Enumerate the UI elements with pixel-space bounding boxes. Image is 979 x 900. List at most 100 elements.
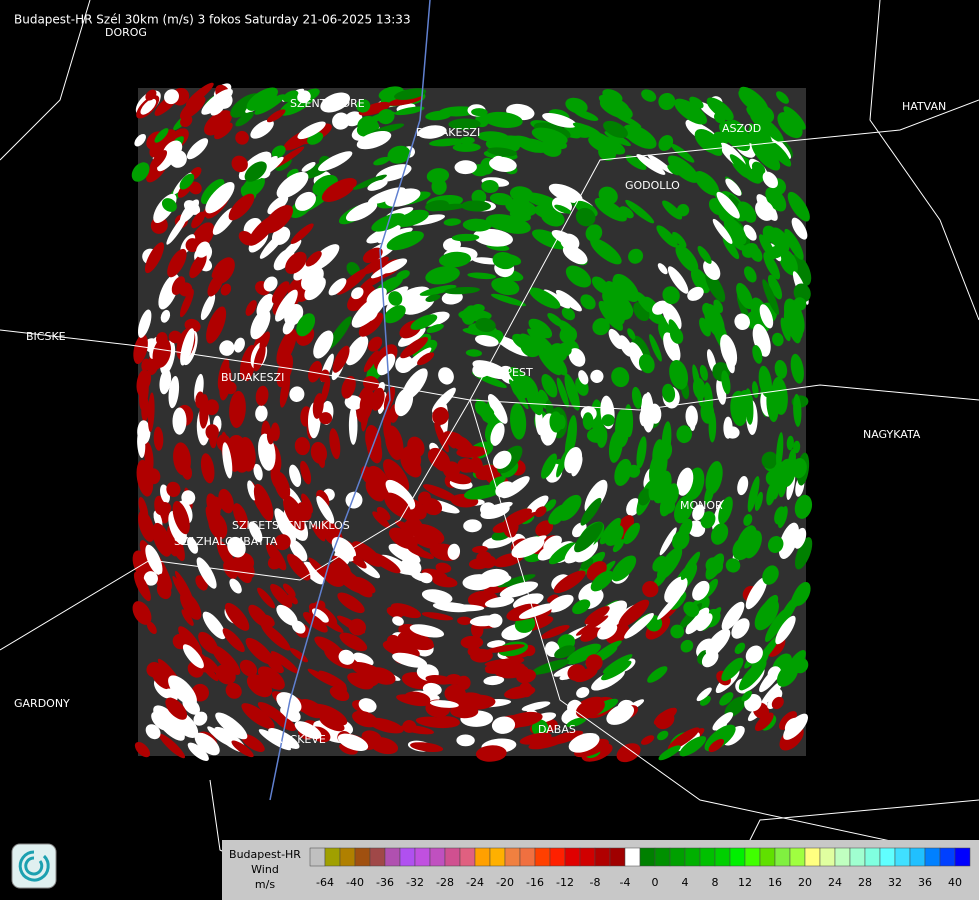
echo (565, 643, 602, 665)
echo (575, 698, 605, 719)
echo (767, 140, 792, 167)
echo (140, 98, 157, 115)
echo (146, 662, 162, 678)
echo (367, 336, 383, 352)
echo (144, 242, 165, 274)
echo (519, 732, 552, 745)
echo (368, 667, 396, 685)
echo (605, 281, 622, 298)
echo (363, 350, 379, 373)
echo (501, 476, 530, 499)
echo (511, 536, 545, 558)
echo (373, 156, 390, 166)
echo (448, 118, 481, 130)
echo (744, 266, 757, 283)
echo (603, 120, 628, 138)
echo (332, 112, 350, 130)
echo (241, 703, 275, 730)
echo (257, 587, 276, 609)
echo (555, 289, 582, 312)
echo (142, 370, 152, 390)
echo (541, 453, 557, 479)
echo (662, 383, 676, 403)
echo (692, 580, 710, 601)
echo (441, 291, 463, 305)
echo (283, 495, 306, 531)
echo (772, 332, 784, 347)
echo (407, 436, 425, 458)
place-label: GARDONY (14, 697, 70, 710)
echo (297, 90, 311, 104)
echo (567, 664, 586, 681)
echo (431, 178, 447, 195)
echo (287, 553, 311, 581)
radar-center (456, 411, 484, 439)
echo (451, 233, 480, 242)
echo (743, 514, 753, 526)
echo (233, 337, 245, 353)
echo (754, 599, 779, 631)
echo (457, 616, 472, 626)
radar-echoes (131, 82, 813, 763)
echo (316, 449, 326, 468)
echo (775, 615, 796, 645)
legend-swatch (849, 847, 866, 867)
echo (767, 536, 784, 553)
echo (612, 276, 633, 299)
echo (274, 508, 296, 543)
echo (503, 508, 532, 527)
legend-tick: -64 (316, 876, 334, 889)
echo (601, 414, 615, 427)
echo (332, 345, 350, 373)
echo (187, 537, 199, 554)
echo (548, 183, 583, 204)
echo (503, 522, 517, 538)
echo (339, 632, 368, 652)
legend-swatch (699, 847, 716, 867)
echo (172, 407, 187, 435)
echo (394, 388, 414, 417)
echo (172, 500, 190, 535)
echo (461, 200, 491, 212)
echo (160, 309, 171, 323)
echo (703, 259, 721, 281)
legend-tick: -8 (590, 876, 601, 889)
echo (521, 701, 551, 711)
echo (580, 627, 601, 642)
echo (239, 659, 258, 677)
echo (279, 373, 291, 408)
place-label: RACKEVE (275, 733, 326, 746)
place-label: DOROG (105, 26, 147, 39)
echo (609, 309, 625, 327)
echo (575, 615, 609, 636)
legend-swatch (594, 847, 611, 867)
echo (788, 448, 796, 473)
echo (366, 224, 401, 244)
echo (672, 530, 690, 551)
echo (472, 360, 510, 380)
echo (672, 231, 687, 248)
echo (612, 539, 625, 553)
echo (624, 613, 654, 639)
legend-swatch (369, 847, 386, 867)
echo (762, 565, 779, 585)
echo (662, 200, 683, 220)
echo (276, 328, 297, 366)
legend-tick: 32 (888, 876, 902, 889)
legend-swatch (909, 847, 926, 867)
legend-swatch (864, 847, 881, 867)
echo (564, 446, 583, 474)
echo (595, 135, 626, 155)
echo (475, 317, 496, 333)
echo (344, 395, 363, 410)
echo (134, 133, 146, 147)
echo (692, 504, 705, 521)
echo (489, 192, 513, 206)
legend-title: Wind (251, 863, 279, 876)
echo (454, 160, 477, 175)
echo (201, 88, 233, 115)
echo (587, 428, 605, 443)
legend-swatch (504, 847, 521, 867)
echo (474, 401, 496, 424)
echo (404, 691, 431, 705)
